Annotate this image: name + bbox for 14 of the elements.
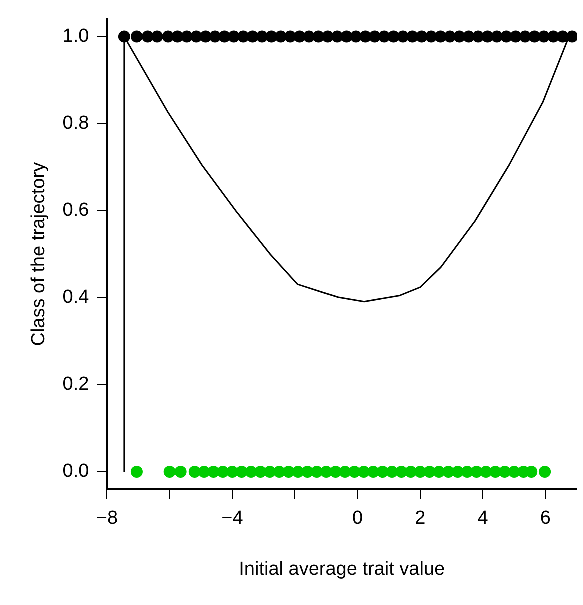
- x-tick-label: −4: [222, 508, 244, 530]
- x-tick-label: 4: [478, 508, 489, 530]
- x-axis-title: Initial average trait value: [239, 558, 446, 580]
- x-tick-label: 6: [540, 508, 551, 530]
- x-tick-label: 2: [415, 508, 426, 530]
- y-tick-label: 0.6: [62, 200, 90, 222]
- x-tick-label: −8: [96, 508, 118, 530]
- y-tick-label: 1.0: [62, 26, 90, 48]
- y-tick-label: 0.4: [62, 287, 90, 308]
- y-tick-label: 0.2: [62, 374, 90, 396]
- x-tick-label: 0: [352, 508, 364, 530]
- y-tick-label: 0.8: [62, 113, 90, 134]
- y-axis-title: Class of the trajectory: [28, 162, 50, 346]
- y-tick-label: 0.0: [62, 461, 90, 482]
